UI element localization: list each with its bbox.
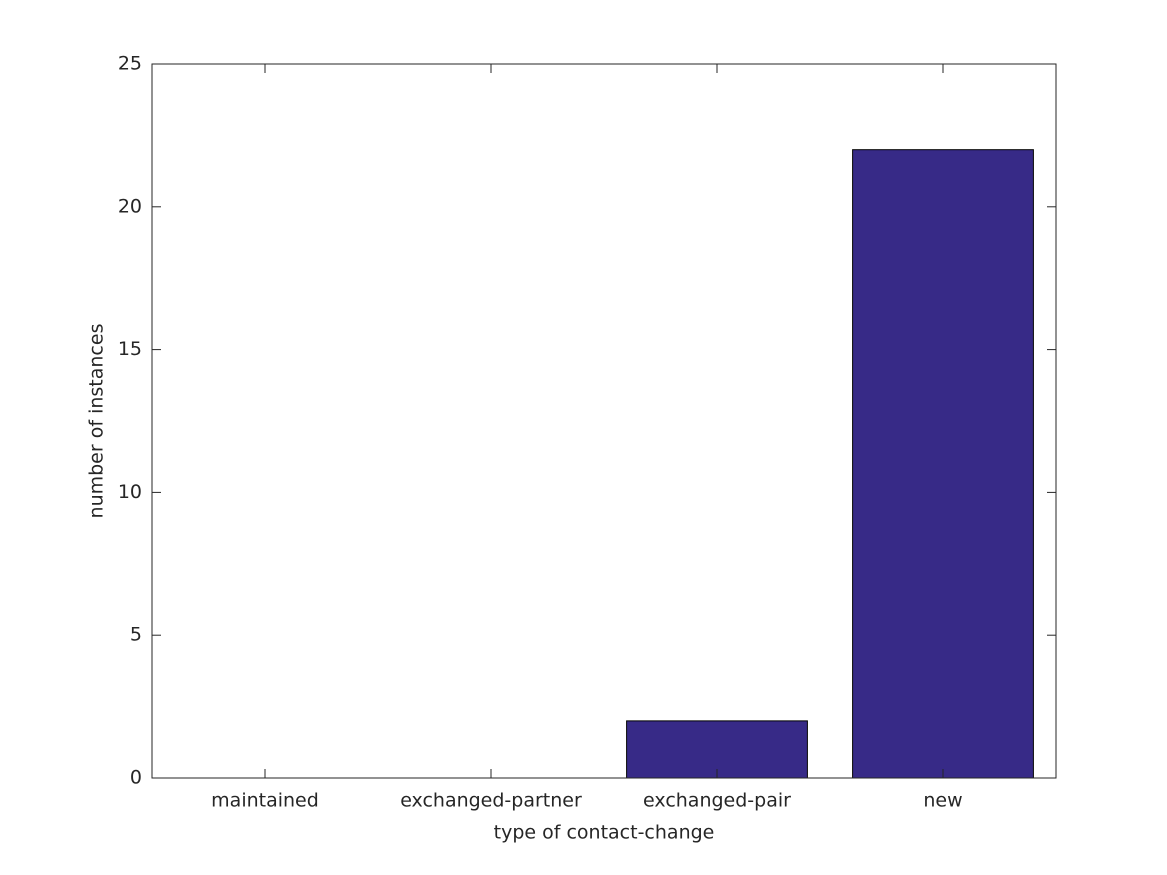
y-tick-label: 20 (118, 195, 142, 217)
x-tick-label: maintained (211, 790, 319, 812)
x-tick-label: new (923, 790, 962, 812)
x-tick-label: exchanged-pair (643, 790, 791, 812)
plot-frame (151, 63, 1057, 779)
x-tick-label: exchanged-partner (400, 790, 582, 812)
y-tick-label: 5 (130, 624, 142, 646)
y-axis-label: number of instances (86, 324, 108, 519)
bar (852, 149, 1034, 779)
y-tick-label: 10 (118, 481, 142, 503)
y-tick-label: 15 (118, 338, 142, 360)
y-tick-label: 0 (130, 767, 142, 789)
y-tick-label: 25 (118, 53, 142, 75)
x-axis-label: type of contact-change (494, 822, 715, 844)
bar (626, 720, 808, 779)
